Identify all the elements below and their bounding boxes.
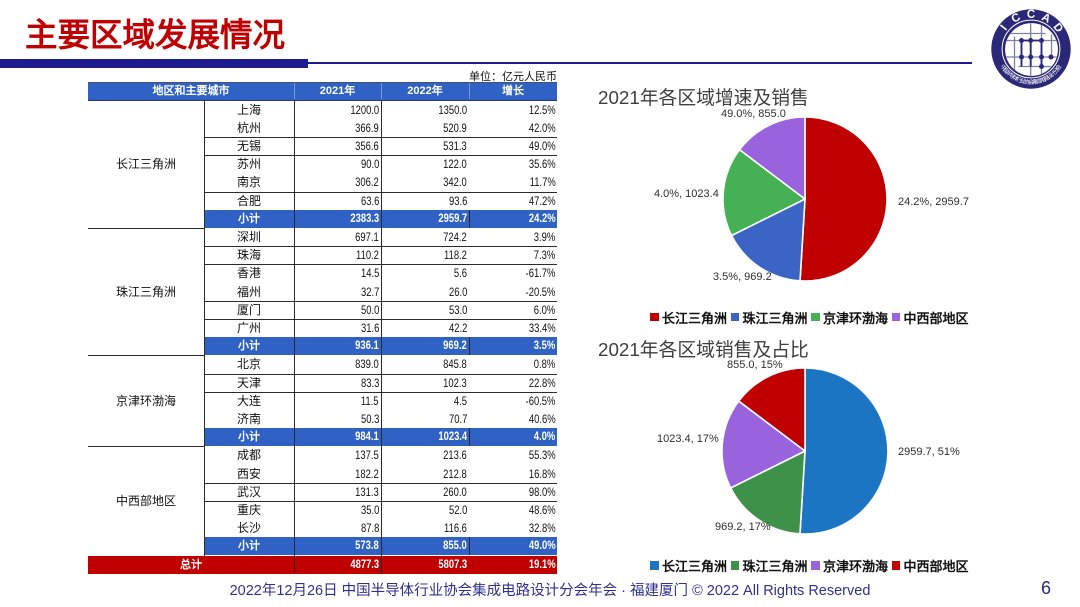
svg-text:计: 计 xyxy=(1048,68,1058,78)
svg-text:协: 协 xyxy=(1023,77,1030,86)
svg-text:成: 成 xyxy=(1035,76,1043,85)
svg-text:国: 国 xyxy=(1001,66,1010,75)
svg-text:I: I xyxy=(998,23,1009,33)
svg-text:体: 体 xyxy=(1011,73,1020,83)
svg-text:会: 会 xyxy=(1028,77,1034,85)
svg-text:C: C xyxy=(1026,9,1034,21)
svg-text:分: 分 xyxy=(1050,65,1060,75)
svg-text:会: 会 xyxy=(1053,62,1063,71)
svg-text:路: 路 xyxy=(1042,73,1051,83)
svg-text:电: 电 xyxy=(1038,74,1046,84)
svg-text:半: 半 xyxy=(1004,68,1014,78)
svg-text:行: 行 xyxy=(1015,75,1023,85)
svg-text:中: 中 xyxy=(998,62,1008,71)
svg-text:业: 业 xyxy=(1019,76,1027,85)
svg-text:集: 集 xyxy=(1031,77,1038,86)
svg-text:设: 设 xyxy=(1045,70,1055,80)
svg-text:导: 导 xyxy=(1007,71,1016,80)
